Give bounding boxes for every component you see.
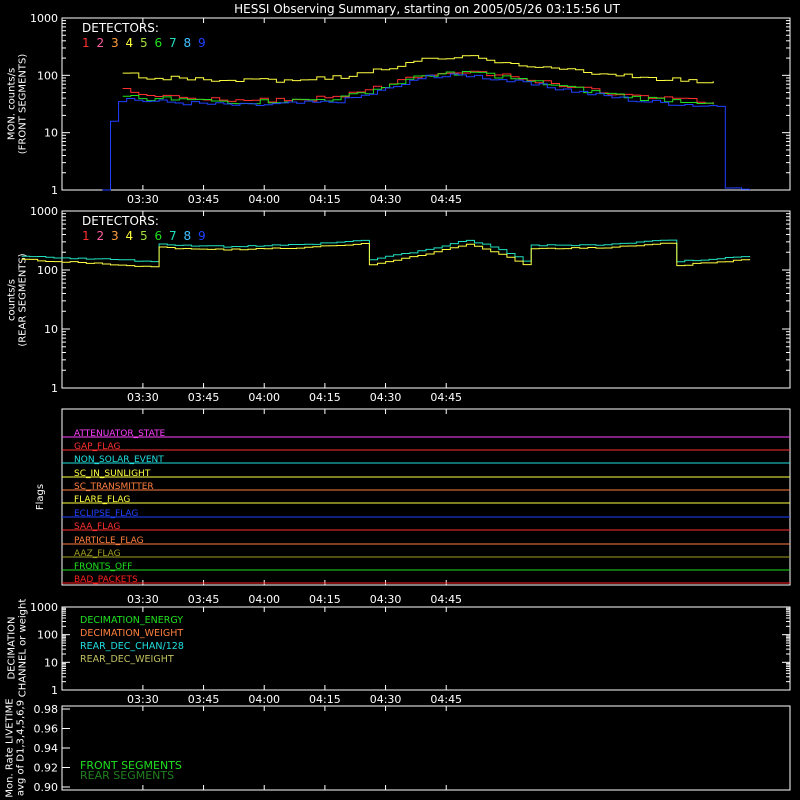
y-tick-label: 1 [51,184,58,197]
flag-label: BAD_PACKETS [74,575,138,585]
livetime-y-label: avg of D1,3,4,5,6,9 [16,700,27,796]
flag-label: ECLIPSE_FLAG [74,509,138,519]
y-tick-label: 1000 [30,205,58,218]
legend-item-6: 6 [155,229,163,243]
flag-label: GAP_FLAG [74,442,120,452]
series-line-7 [21,239,751,263]
x-tick-label: 04:45 [430,391,462,404]
y-tick-label: 1000 [30,12,58,25]
flags-y-label: Flags [35,484,46,510]
legend-item-2: 2 [97,36,105,50]
legend-item-3: 3 [111,36,119,50]
legend-item-8: 8 [184,36,192,50]
decimation-legend-item: DECIMATION_WEIGHT [80,628,183,639]
front-y-label: (FRONT SEGMENTS) [18,54,29,155]
x-tick-label: 03:30 [127,391,159,404]
livetime-y-label: Mon. Rate LIVETIME [5,698,16,797]
flag-label: PARTICLE_FLAG [74,536,144,546]
x-tick-label: 03:45 [188,193,220,206]
x-tick-label: 03:45 [188,593,220,606]
x-tick-label: 04:30 [370,193,402,206]
legend-item-1: 1 [82,36,90,50]
legend-title: DETECTORS: [82,214,159,228]
x-tick-label: 03:30 [127,593,159,606]
x-tick-label: 04:45 [430,193,462,206]
decimation-legend-item: REAR_DEC_WEIGHT [80,654,174,665]
legend-item-2: 2 [97,229,105,243]
y-tick-label: 100 [37,264,58,277]
x-tick-label: 04:15 [309,693,341,706]
x-tick-label: 04:00 [248,193,280,206]
flag-label: SAA_FLAG [74,522,120,532]
flag-label: SC_IN_SUNLIGHT [74,469,151,479]
legend-item-5: 5 [140,36,148,50]
y-tick-label: 0.96 [34,723,59,736]
y-tick-label: 1 [51,684,58,697]
y-tick-label: 10 [44,323,58,336]
legend-item-7: 7 [169,229,177,243]
y-tick-label: 1 [51,382,58,395]
legend-item-1: 1 [82,229,90,243]
y-tick-label: 10 [44,127,58,140]
x-tick-label: 04:00 [248,391,280,404]
flag-label: NON_SOLAR_EVENT [74,455,164,465]
x-tick-label: 04:30 [370,593,402,606]
front-panel-frame [61,17,791,191]
legend-item-8: 8 [184,229,192,243]
rear-y-label: counts/s [7,279,18,321]
x-tick-label: 04:30 [370,693,402,706]
decimation-y-label: DECIMATION [7,616,18,679]
x-tick-label: 03:45 [188,693,220,706]
y-tick-label: 100 [37,629,58,642]
decimation-legend-item: DECIMATION_ENERGY [80,615,183,626]
x-tick-label: 03:30 [127,693,159,706]
x-tick-label: 04:45 [430,693,462,706]
legend-item-7: 7 [169,36,177,50]
rear-y-label: (REAR SEGMENTS) [18,253,29,346]
rear-panel-frame [61,210,791,389]
legend-item-3: 3 [111,229,119,243]
flag-label: ATTENUATOR_STATE [74,429,166,439]
legend-item-9: 9 [198,36,206,50]
chart-title: HESSI Observing Summary, starting on 200… [234,2,620,16]
y-tick-label: 0.98 [34,703,59,716]
livetime-legend-item: REAR SEGMENTS [80,769,174,782]
y-tick-label: 1000 [30,601,58,614]
series-line-4 [21,242,751,268]
flags-panel-frame [61,408,791,586]
x-tick-label: 04:30 [370,391,402,404]
decimation-y-label: CHANNEL or weight [18,599,29,698]
decimation-legend-item: REAR_DEC_CHAN/128 [80,641,184,652]
decimation-panel-frame [61,606,791,691]
series-line-6 [122,71,714,105]
x-tick-label: 04:15 [309,391,341,404]
y-tick-label: 10 [44,656,58,669]
series-line-9 [102,73,751,191]
y-tick-label: 100 [37,69,58,82]
x-tick-label: 04:00 [248,693,280,706]
legend-item-5: 5 [140,229,148,243]
x-tick-label: 03:45 [188,391,220,404]
x-tick-label: 04:15 [309,193,341,206]
flag-label: SC_TRANSMITTER [74,482,154,492]
x-tick-label: 04:00 [248,593,280,606]
x-tick-label: 03:30 [127,193,159,206]
flag-label: FRONTS_OFF [74,562,132,572]
flag-label: AAZ_FLAG [74,549,121,559]
legend-item-6: 6 [155,36,163,50]
y-tick-label: 0.90 [34,781,59,794]
flag-label: FLARE_FLAG [74,495,130,505]
legend-item-4: 4 [126,229,134,243]
legend-item-9: 9 [198,229,206,243]
legend-title: DETECTORS: [82,21,159,35]
series-line-4 [122,55,714,84]
livetime-legend-item: FRONT SEGMENTS [80,759,182,772]
x-tick-label: 04:15 [309,593,341,606]
y-tick-label: 0.94 [34,742,59,755]
y-tick-label: 0.92 [34,762,59,775]
x-tick-label: 04:45 [430,593,462,606]
legend-item-4: 4 [126,36,134,50]
front-y-label: MON. counts/s [7,68,18,140]
